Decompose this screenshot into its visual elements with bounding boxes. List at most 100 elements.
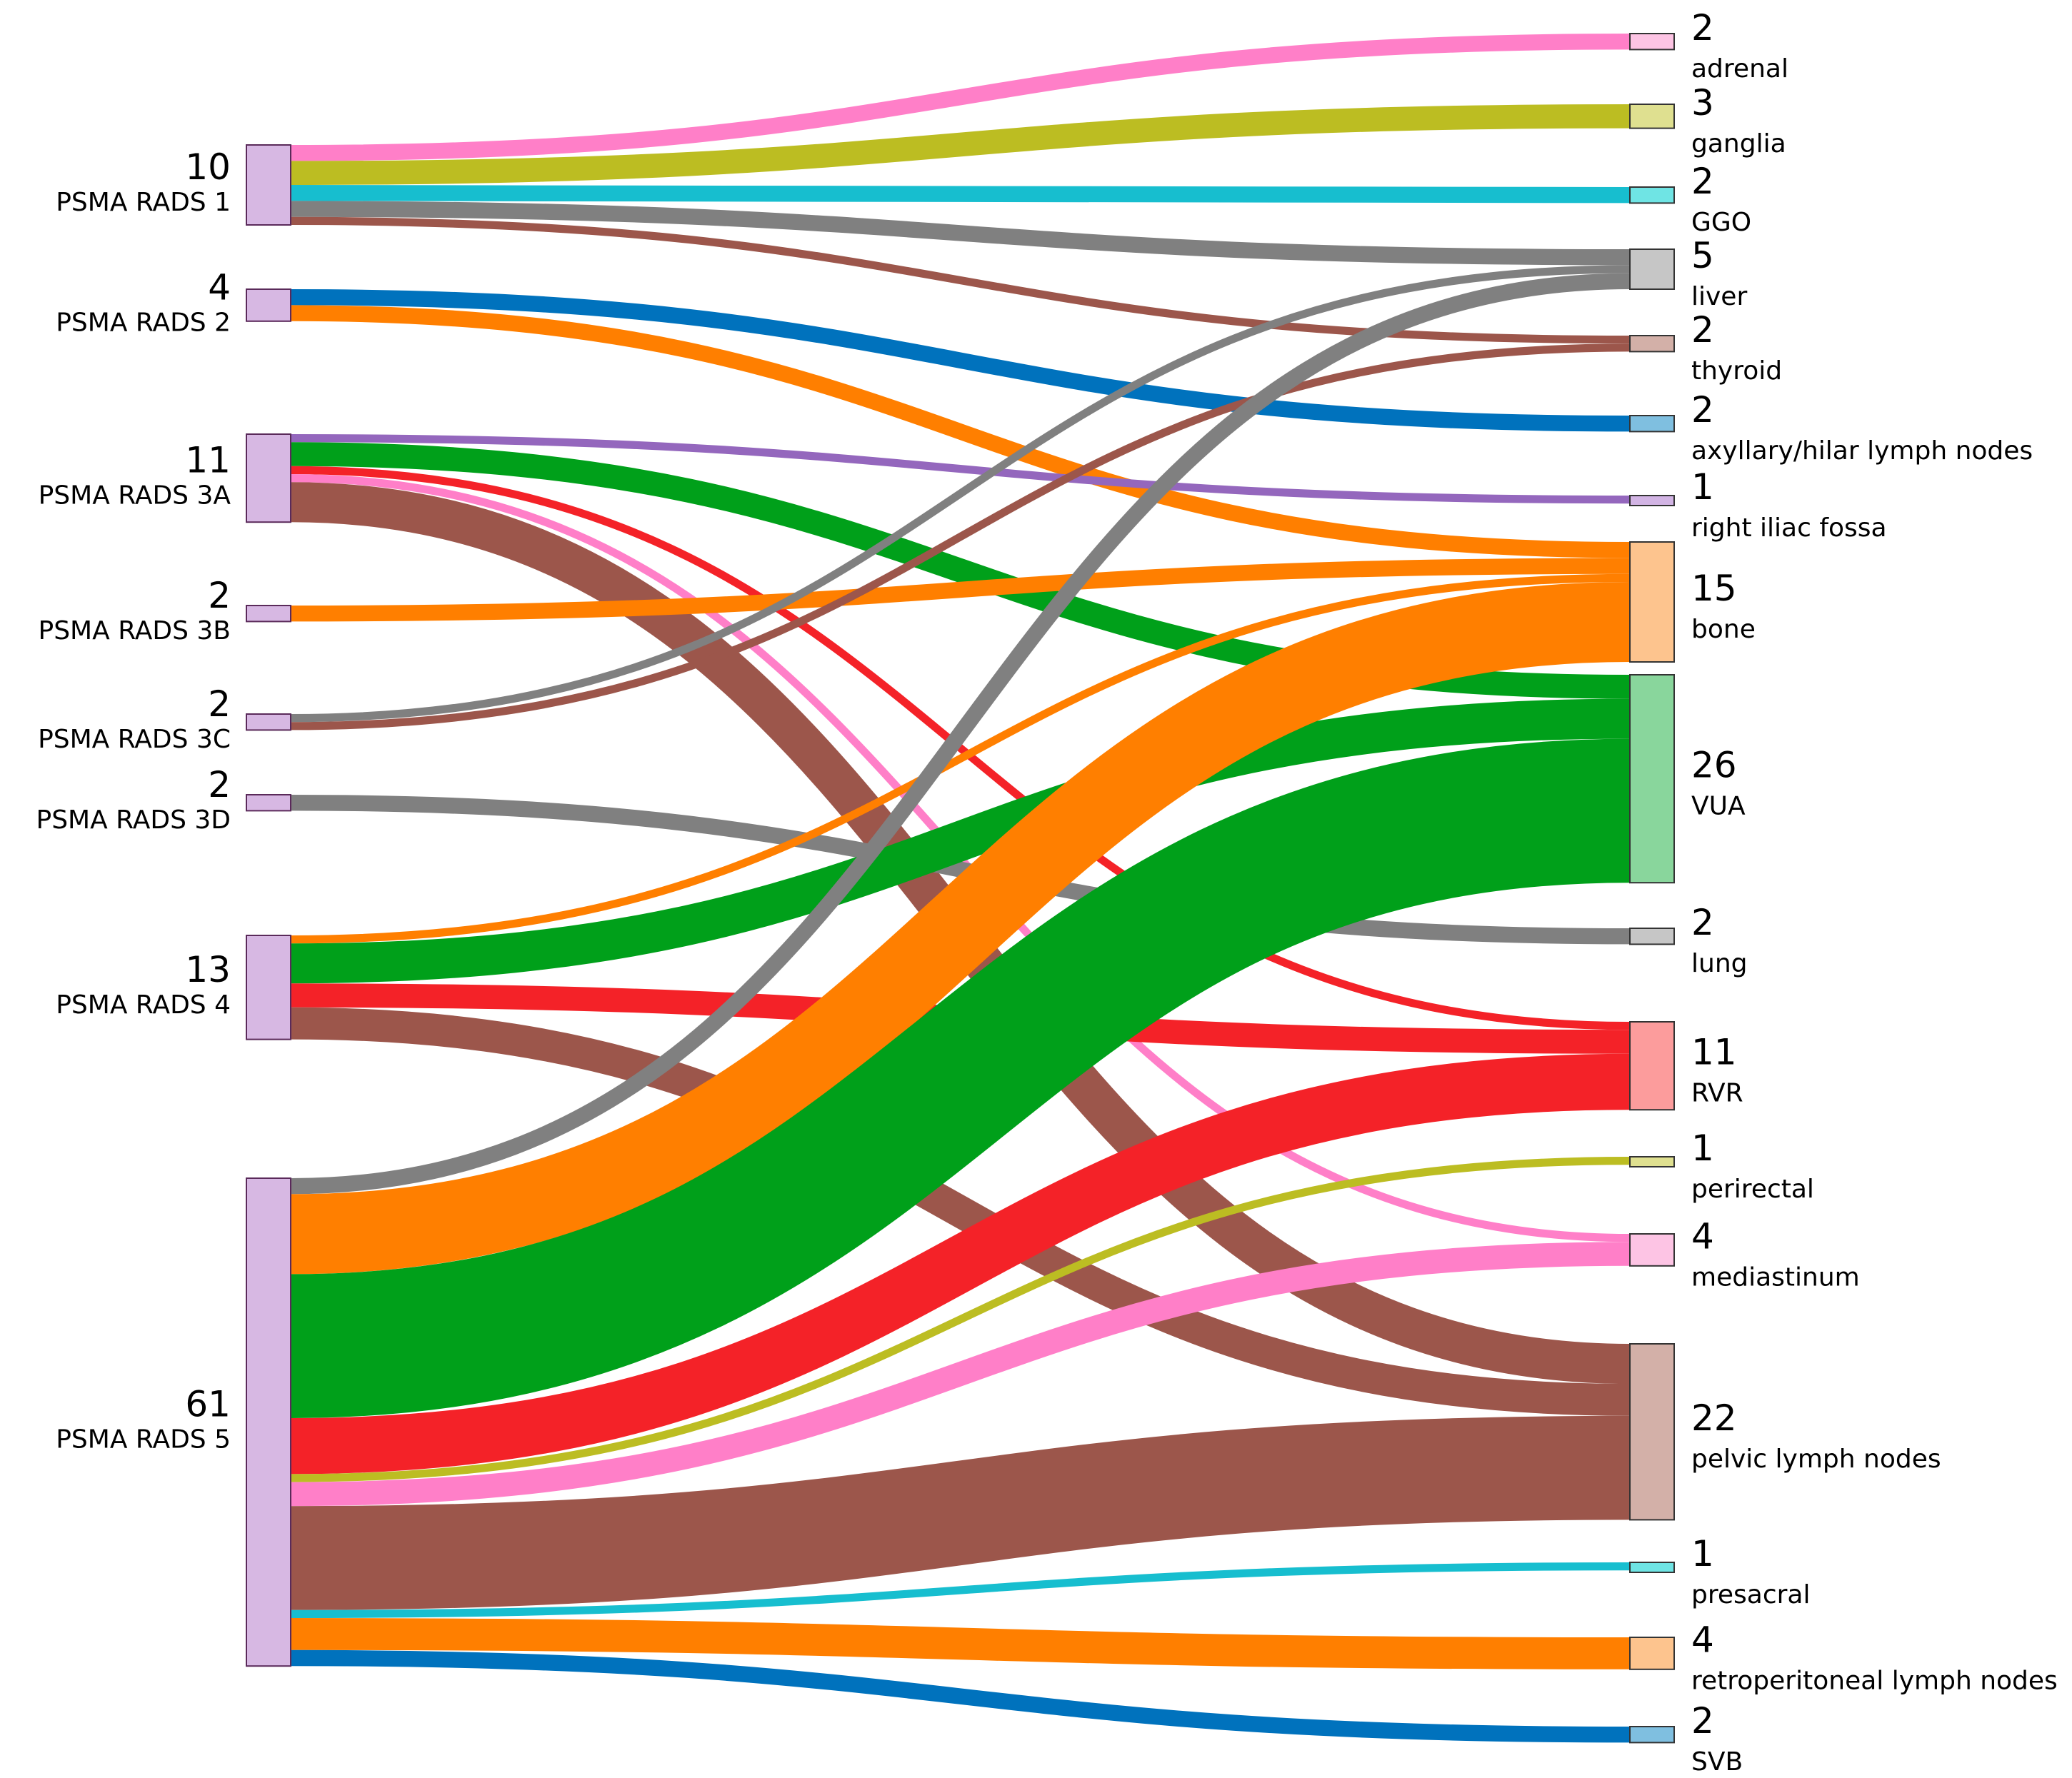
target-count-bone: 15 (1691, 568, 1737, 609)
link-r5-presacral (290, 1562, 1631, 1618)
link-r5-pelvic (290, 1415, 1631, 1610)
target-count-svb: 2 (1691, 1700, 1714, 1742)
target-node-ggo (1629, 186, 1675, 204)
source-label-r3d: PSMA RADS 3D (36, 805, 231, 835)
target-label-bone: bone (1691, 615, 1756, 644)
target-count-vua: 26 (1691, 745, 1737, 786)
target-count-mediastinum: 4 (1691, 1215, 1714, 1257)
link-r5-bone (290, 582, 1631, 1275)
link-r3c-thyroid (290, 343, 1631, 730)
source-count-r2: 4 (208, 266, 231, 308)
target-count-ganglia: 3 (1691, 82, 1714, 124)
source-count-r3c: 2 (208, 683, 231, 725)
target-label-rif: right iliac fossa (1691, 513, 1887, 543)
target-count-ggo: 2 (1691, 161, 1714, 202)
link-r3a-rif (290, 434, 1631, 504)
link-r5-mediastinum (290, 1242, 1631, 1507)
target-label-liver: liver (1691, 282, 1747, 311)
target-node-ganglia (1629, 104, 1675, 129)
link-layer (290, 34, 1631, 1743)
target-label-ggo: GGO (1691, 208, 1751, 237)
target-node-rvr (1629, 1021, 1675, 1111)
target-count-rvr: 11 (1691, 1032, 1737, 1073)
target-node-thyroid (1629, 335, 1675, 353)
link-r1-ggo (290, 185, 1631, 204)
link-r5-liver (290, 273, 1631, 1195)
target-node-adrenal (1629, 33, 1675, 51)
link-r3b-bone (290, 558, 1631, 622)
target-count-liver: 5 (1691, 235, 1714, 276)
source-node-r5 (246, 1177, 291, 1667)
source-count-r4: 13 (185, 949, 231, 990)
target-node-svb (1629, 1726, 1675, 1744)
link-r1-liver (290, 201, 1631, 266)
link-r2-bone (290, 305, 1631, 558)
link-r5-retro (290, 1618, 1631, 1669)
source-node-r3a (246, 433, 291, 523)
target-label-adrenal: adrenal (1691, 54, 1788, 84)
source-count-r1: 10 (185, 146, 231, 188)
source-node-r3c (246, 713, 291, 731)
target-label-pelvic: pelvic lymph nodes (1691, 1445, 1941, 1474)
source-label-r1: PSMA RADS 1 (56, 188, 231, 217)
link-r5-vua (290, 738, 1631, 1418)
target-count-pelvic: 22 (1691, 1397, 1737, 1439)
link-r3c-liver (290, 265, 1631, 723)
link-r3a-rvr (290, 466, 1631, 1030)
source-node-layer (246, 144, 291, 1667)
target-label-presacral: presacral (1691, 1580, 1810, 1609)
source-label-r4: PSMA RADS 4 (56, 990, 231, 1020)
source-count-r3d: 2 (208, 764, 231, 805)
source-node-r2 (246, 288, 291, 322)
target-label-svb: SVB (1691, 1747, 1743, 1777)
target-count-perirectal: 1 (1691, 1127, 1714, 1169)
link-r4-bone (290, 573, 1631, 944)
target-node-rif (1629, 495, 1675, 506)
link-r5-rvr (290, 1053, 1631, 1475)
target-count-rif: 1 (1691, 466, 1714, 508)
target-node-bone (1629, 541, 1675, 663)
source-label-r3c: PSMA RADS 3C (38, 725, 231, 754)
target-label-mediastinum: mediastinum (1691, 1262, 1860, 1292)
target-count-axillary: 2 (1691, 389, 1714, 431)
target-count-retro: 4 (1691, 1619, 1714, 1660)
source-label-r2: PSMA RADS 2 (56, 308, 231, 337)
target-node-mediastinum (1629, 1233, 1675, 1267)
target-node-vua (1629, 674, 1675, 884)
target-label-axillary: axyllary/hilar lymph nodes (1691, 436, 2033, 466)
source-label-r3a: PSMA RADS 3A (39, 481, 231, 511)
source-node-r4 (246, 935, 291, 1040)
source-node-r3d (246, 794, 291, 812)
target-label-rvr: RVR (1691, 1079, 1743, 1108)
target-label-vua: VUA (1691, 792, 1746, 821)
target-label-ganglia: ganglia (1691, 129, 1786, 159)
link-r2-axillary (290, 289, 1631, 432)
link-r1-adrenal (290, 34, 1631, 161)
target-count-adrenal: 2 (1691, 7, 1714, 49)
target-node-lung (1629, 928, 1675, 945)
target-node-layer (1629, 33, 1675, 1744)
link-r4-pelvic (290, 1007, 1631, 1416)
link-r1-ganglia (290, 104, 1631, 185)
target-node-pelvic (1629, 1343, 1675, 1521)
source-label-r5: PSMA RADS 5 (56, 1425, 231, 1455)
source-node-r1 (246, 144, 291, 226)
target-node-presacral (1629, 1562, 1675, 1573)
target-label-perirectal: perirectal (1691, 1175, 1814, 1204)
link-r4-vua (290, 698, 1631, 984)
source-count-r3b: 2 (208, 575, 231, 616)
target-count-thyroid: 2 (1691, 309, 1714, 351)
target-node-axillary (1629, 415, 1675, 433)
source-label-r3b: PSMA RADS 3B (39, 616, 231, 646)
target-label-thyroid: thyroid (1691, 356, 1782, 386)
target-node-perirectal (1629, 1156, 1675, 1167)
target-node-retro (1629, 1637, 1675, 1670)
link-r3d-lung (290, 795, 1631, 945)
source-count-r3a: 11 (185, 440, 231, 481)
target-label-lung: lung (1691, 949, 1748, 978)
link-r5-svb (290, 1649, 1631, 1743)
link-r5-perirectal (290, 1157, 1631, 1482)
target-count-lung: 2 (1691, 902, 1714, 943)
